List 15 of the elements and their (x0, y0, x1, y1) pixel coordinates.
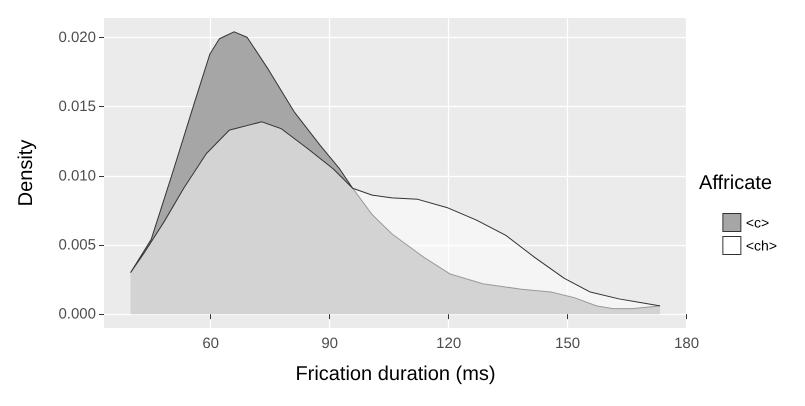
y-axis-title: Density (15, 140, 37, 206)
y-tick-label: 0.005 (58, 236, 96, 254)
legend-title: Affricate (699, 172, 772, 194)
x-tick-label: 150 (555, 335, 580, 352)
x-tick-label: 180 (674, 335, 700, 352)
y-tick-label: 0.015 (58, 98, 96, 116)
y-tick-label: 0.020 (58, 28, 96, 46)
y-tick-label: 0.010 (58, 167, 96, 184)
legend-label: <ch> (746, 238, 778, 254)
legend-label: <c> (746, 214, 770, 230)
x-tick-label: 60 (202, 335, 220, 352)
x-tick-label: 90 (321, 335, 338, 352)
y-tick-label: 0.000 (58, 306, 96, 323)
x-tick-label: 120 (436, 335, 462, 352)
x-axis-title: Frication duration (ms) (295, 363, 496, 385)
